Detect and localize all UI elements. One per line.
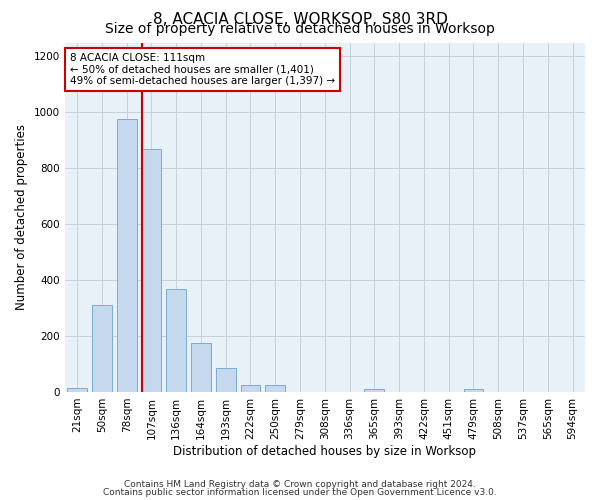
Text: 8 ACACIA CLOSE: 111sqm
← 50% of detached houses are smaller (1,401)
49% of semi-: 8 ACACIA CLOSE: 111sqm ← 50% of detached… — [70, 53, 335, 86]
Bar — [142, 148, 161, 392]
Bar — [241, 385, 260, 392]
Bar — [265, 385, 285, 392]
Text: Contains HM Land Registry data © Crown copyright and database right 2024.: Contains HM Land Registry data © Crown c… — [124, 480, 476, 489]
Text: 8, ACACIA CLOSE, WORKSOP, S80 3RD: 8, ACACIA CLOSE, WORKSOP, S80 3RD — [152, 12, 448, 28]
Bar — [464, 389, 484, 392]
Bar — [117, 120, 137, 392]
Bar — [92, 306, 112, 392]
Text: Size of property relative to detached houses in Worksop: Size of property relative to detached ho… — [105, 22, 495, 36]
Y-axis label: Number of detached properties: Number of detached properties — [15, 124, 28, 310]
Bar — [216, 368, 236, 392]
Text: Contains public sector information licensed under the Open Government Licence v3: Contains public sector information licen… — [103, 488, 497, 497]
Bar — [191, 343, 211, 392]
Bar — [364, 389, 385, 392]
X-axis label: Distribution of detached houses by size in Worksop: Distribution of detached houses by size … — [173, 444, 476, 458]
Bar — [67, 388, 87, 392]
Bar — [166, 288, 186, 392]
